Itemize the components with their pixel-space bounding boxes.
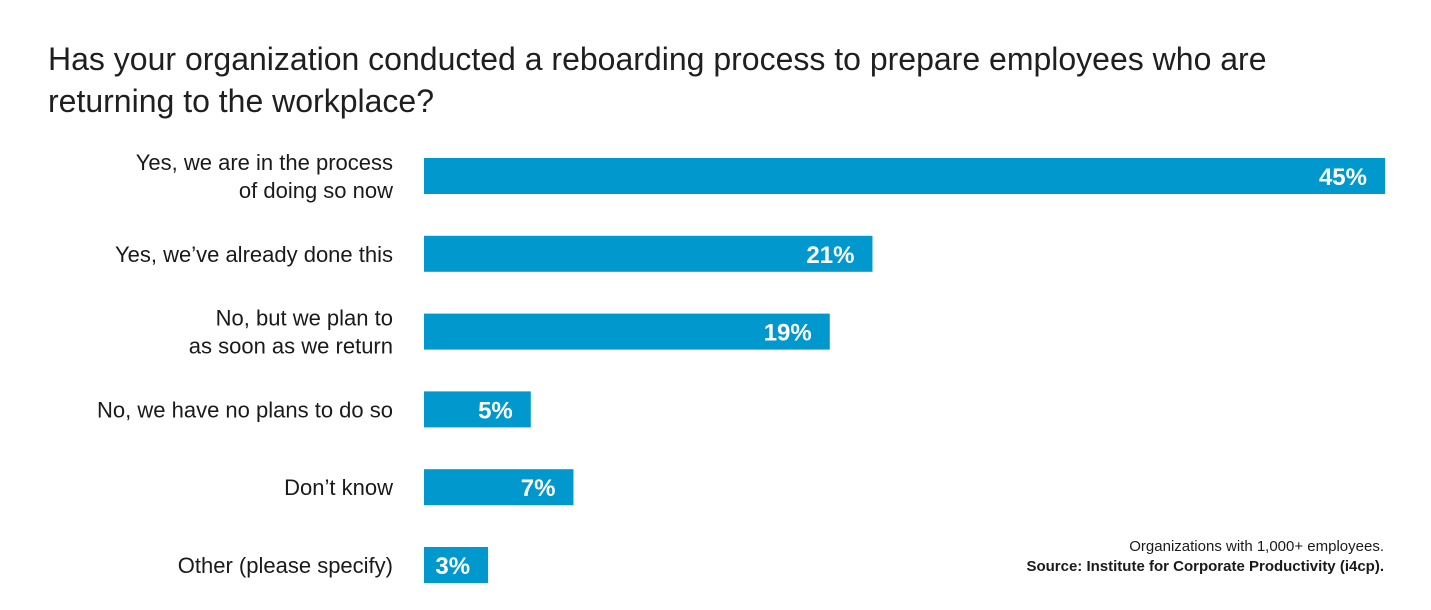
sample-note: Organizations with 1,000+ employees. [1129,538,1384,555]
category-label-4: Don’t know [284,475,393,500]
bar-2 [424,313,830,350]
category-label-1: Yes, we’ve already done this [115,242,393,267]
chart-title: Has your organization conducted a reboar… [48,41,1267,119]
category-label-3: No, we have no plans to do so [97,397,393,422]
bar-value-label-3: 5% [478,397,513,424]
bar-4 [424,469,574,506]
bar-0 [424,158,1385,194]
category-label-0: Yes, we are in the process of doing so no… [136,150,393,203]
source-note: Source: Institute for Corporate Producti… [1026,558,1384,575]
category-label-2: No, but we plan to as soon as we return [189,306,393,359]
bar-value-label-2: 19% [764,320,812,347]
bar-value-label-0: 45% [1319,164,1367,191]
bar-1 [424,235,873,272]
bar-value-label-4: 7% [521,475,556,502]
bar-5 [424,547,489,583]
bar-value-label-5: 3% [435,553,470,580]
category-label-5: Other (please specify) [178,553,393,578]
bar-3 [424,391,531,428]
bar-value-label-1: 21% [806,242,854,269]
